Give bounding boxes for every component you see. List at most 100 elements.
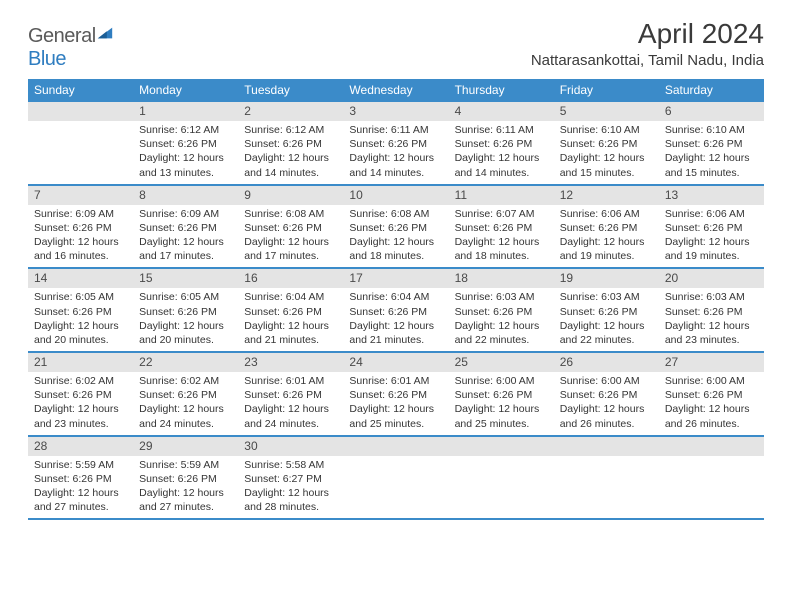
daylight-text: Daylight: 12 hours and 21 minutes. [244,319,337,347]
day-number: 3 [343,102,448,121]
day-body: Sunrise: 6:05 AMSunset: 6:26 PMDaylight:… [133,288,238,351]
sunrise-text: Sunrise: 6:11 AM [349,123,442,137]
day-number: 5 [554,102,659,121]
day-cell: . [28,102,133,184]
sunset-text: Sunset: 6:26 PM [139,221,232,235]
day-cell: 15Sunrise: 6:05 AMSunset: 6:26 PMDayligh… [133,269,238,351]
day-number: 17 [343,269,448,288]
day-number-text: 26 [560,355,573,369]
daylight-text: Daylight: 12 hours and 22 minutes. [560,319,653,347]
day-number: 27 [659,353,764,372]
day-cell: 13Sunrise: 6:06 AMSunset: 6:26 PMDayligh… [659,186,764,268]
day-cell: 18Sunrise: 6:03 AMSunset: 6:26 PMDayligh… [449,269,554,351]
sunset-text: Sunset: 6:26 PM [455,388,548,402]
day-number-text: 1 [139,104,146,118]
day-cell: 11Sunrise: 6:07 AMSunset: 6:26 PMDayligh… [449,186,554,268]
day-cell: 25Sunrise: 6:00 AMSunset: 6:26 PMDayligh… [449,353,554,435]
sunset-text: Sunset: 6:26 PM [455,305,548,319]
day-number: 13 [659,186,764,205]
daylight-text: Daylight: 12 hours and 26 minutes. [560,402,653,430]
day-body [343,456,448,462]
day-number: 1 [133,102,238,121]
daylight-text: Daylight: 12 hours and 16 minutes. [34,235,127,263]
day-cell: 10 Sunrise: 6:08 AMSunset: 6:26 PMDayligh… [343,186,448,268]
day-cell: . [449,437,554,519]
sunset-text: Sunset: 6:26 PM [244,305,337,319]
day-body: Sunrise: 6:03 AMSunset: 6:26 PMDaylight:… [659,288,764,351]
daylight-text: Daylight: 12 hours and 24 minutes. [244,402,337,430]
day-body: Sunrise: 5:59 AMSunset: 6:26 PMDaylight:… [28,456,133,519]
day-cell: 14Sunrise: 6:05 AMSunset: 6:26 PMDayligh… [28,269,133,351]
day-cell: 5Sunrise: 6:10 AMSunset: 6:26 PMDaylight… [554,102,659,184]
daylight-text: Daylight: 12 hours and 18 minutes. [455,235,548,263]
day-cell: 12 Sunrise: 6:06 AMSunset: 6:26 PMDayligh… [554,186,659,268]
day-cell: 24Sunrise: 6:01 AMSunset: 6:26 PMDayligh… [343,353,448,435]
daylight-text: Daylight: 12 hours and 26 minutes. [665,402,758,430]
day-number-text: 21 [34,355,47,369]
daylight-text: Daylight: 12 hours and 13 minutes. [139,151,232,179]
sunset-text: Sunset: 6:26 PM [665,137,758,151]
day-body: Sunrise: 6:11 AMSunset: 6:26 PMDaylight:… [343,121,448,184]
sunset-text: Sunset: 6:26 PM [455,221,548,235]
day-number-text: 3 [349,104,356,118]
day-body: Sunrise: 6:02 AMSunset: 6:26 PMDaylight:… [133,372,238,435]
day-number: 24 [343,353,448,372]
day-body: Sunrise: 6:10 AMSunset: 6:26 PMDaylight:… [659,121,764,184]
daylight-text: Daylight: 12 hours and 22 minutes. [455,319,548,347]
day-number-text: 29 [139,439,152,453]
dow-sunday: Sunday [28,79,133,102]
month-title: April 2024 [531,18,764,50]
sunrise-text: Sunrise: 5:59 AM [34,458,127,472]
daylight-text: Daylight: 12 hours and 18 minutes. [349,235,442,263]
dow-wednesday: Wednesday [343,79,448,102]
day-body [28,121,133,127]
sunrise-text: Sunrise: 6:11 AM [455,123,548,137]
sunrise-text: Sunrise: 6:06 AM [665,207,758,221]
weeks-container: .1Sunrise: 6:12 AMSunset: 6:26 PMDayligh… [28,102,764,520]
daylight-text: Daylight: 12 hours and 21 minutes. [349,319,442,347]
sunset-text: Sunset: 6:26 PM [560,388,653,402]
day-cell: 3 Sunrise: 6:11 AMSunset: 6:26 PMDaylight… [343,102,448,184]
day-number-text: 5 [560,104,567,118]
day-cell: 16Sunrise: 6:04 AMSunset: 6:26 PMDayligh… [238,269,343,351]
day-number: 22 [133,353,238,372]
day-cell: 27Sunrise: 6:00 AMSunset: 6:26 PMDayligh… [659,353,764,435]
dow-monday: Monday [133,79,238,102]
sunset-text: Sunset: 6:26 PM [34,221,127,235]
day-cell: 26 Sunrise: 6:00 AMSunset: 6:26 PMDayligh… [554,353,659,435]
day-number: 28 [28,437,133,456]
sunrise-text: Sunrise: 6:02 AM [34,374,127,388]
sunrise-text: Sunrise: 6:05 AM [139,290,232,304]
day-number: 25 [449,353,554,372]
day-number-text: 18 [455,271,468,285]
day-cell: 21 Sunrise: 6:02 AMSunset: 6:26 PMDayligh… [28,353,133,435]
day-cell: 30Sunrise: 5:58 AMSunset: 6:27 PMDayligh… [238,437,343,519]
daylight-text: Daylight: 12 hours and 27 minutes. [139,486,232,514]
day-body: Sunrise: 6:02 AMSunset: 6:26 PMDaylight:… [28,372,133,435]
day-number: . [343,437,448,456]
sunset-text: Sunset: 6:26 PM [139,388,232,402]
day-body: Sunrise: 6:07 AMSunset: 6:26 PMDaylight:… [449,205,554,268]
day-body: Sunrise: 6:01 AMSunset: 6:26 PMDaylight:… [238,372,343,435]
sunrise-text: Sunrise: 6:06 AM [560,207,653,221]
day-number-text: 12 [560,188,573,202]
day-body: Sunrise: 6:06 AMSunset: 6:26 PMDaylight:… [659,205,764,268]
day-number: 10 [343,186,448,205]
sunset-text: Sunset: 6:26 PM [349,221,442,235]
header-row: General Blue April 2024 Nattarasankottai… [28,18,764,71]
sunrise-text: Sunrise: 6:01 AM [349,374,442,388]
day-body: Sunrise: 6:06 AMSunset: 6:26 PMDaylight:… [554,205,659,268]
daylight-text: Daylight: 12 hours and 24 minutes. [139,402,232,430]
day-body: Sunrise: 6:00 AMSunset: 6:26 PMDaylight:… [554,372,659,435]
day-body: Sunrise: 6:08 AMSunset: 6:26 PMDaylight:… [343,205,448,268]
day-body: Sunrise: 6:05 AMSunset: 6:26 PMDaylight:… [28,288,133,351]
sunrise-text: Sunrise: 6:09 AM [139,207,232,221]
day-cell: 2Sunrise: 6:12 AMSunset: 6:26 PMDaylight… [238,102,343,184]
sunrise-text: Sunrise: 6:04 AM [244,290,337,304]
sunset-text: Sunset: 6:26 PM [34,305,127,319]
day-number-text: 7 [34,188,41,202]
day-number: 4 [449,102,554,121]
day-number-text: 27 [665,355,678,369]
sunset-text: Sunset: 6:27 PM [244,472,337,486]
day-number-text: 10 [349,188,362,202]
